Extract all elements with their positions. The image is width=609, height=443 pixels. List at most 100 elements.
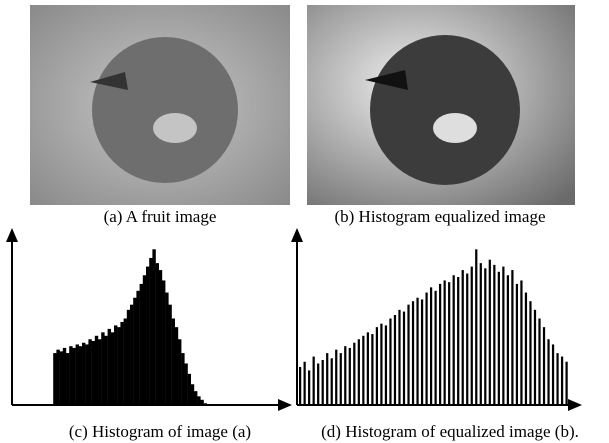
histogram-bar <box>403 312 405 405</box>
histogram-bar <box>101 332 104 405</box>
caption: (a) A fruit image <box>104 207 217 226</box>
histogram-bar <box>82 343 85 405</box>
histogram-bar <box>95 336 98 405</box>
histogram-bar <box>72 348 75 405</box>
histogram-bar <box>317 363 319 405</box>
histogram-bar <box>194 391 197 405</box>
histogram-bar <box>439 284 441 405</box>
caption: (c) Histogram of image (a) <box>69 422 251 441</box>
histogram-bar <box>457 277 459 405</box>
histogram-bar <box>146 267 149 405</box>
histogram-bar <box>484 268 486 405</box>
caption: (d) Histogram of equalized image (b). <box>321 422 579 441</box>
histogram-bar <box>184 363 187 405</box>
histogram-bar <box>520 280 522 405</box>
histogram-bar <box>412 301 414 405</box>
histogram-bar <box>156 263 159 405</box>
histogram-bar <box>398 310 400 405</box>
histogram-bar <box>152 249 155 405</box>
histogram-bar <box>63 348 66 405</box>
histogram-bar <box>425 293 427 405</box>
histogram-bar <box>168 305 171 405</box>
histogram-bar <box>565 362 567 405</box>
histogram-bar <box>322 360 324 405</box>
histogram-bar <box>507 275 509 405</box>
histogram-bar <box>111 332 114 405</box>
histogram-bar <box>489 260 491 405</box>
histogram-bar <box>130 305 133 405</box>
histogram-bar <box>60 351 63 405</box>
histogram-bar <box>448 282 450 405</box>
histogram-bar <box>159 270 162 405</box>
histogram-bar <box>430 287 432 405</box>
histogram-bar <box>335 350 337 405</box>
histogram-bar <box>444 280 446 405</box>
histogram-bar <box>344 346 346 405</box>
histogram-bar <box>197 396 200 405</box>
histogram-bar <box>108 329 111 405</box>
histogram-bar <box>462 270 464 405</box>
histogram-bar <box>69 346 72 405</box>
histogram-bar <box>191 384 194 405</box>
histogram-bar <box>120 322 123 405</box>
histogram-bar <box>407 305 409 405</box>
histogram-bar <box>172 319 175 406</box>
histogram-bar <box>165 293 168 405</box>
histogram-bar <box>98 339 101 405</box>
histogram-bar <box>552 344 554 405</box>
histogram-bar <box>385 325 387 405</box>
histogram-bar <box>358 339 360 405</box>
histogram-bar <box>480 263 482 405</box>
histogram-bar <box>511 270 513 405</box>
histogram-bar <box>516 284 518 405</box>
histogram-bar <box>525 293 527 405</box>
histogram-bar <box>331 358 333 405</box>
histogram-bar <box>380 324 382 405</box>
histogram-bar <box>313 357 315 405</box>
histogram-bar <box>453 275 455 405</box>
histogram-bar <box>181 353 184 405</box>
histogram-bar <box>299 367 301 405</box>
histogram-bar <box>56 350 59 405</box>
histogram-bar <box>371 334 373 405</box>
histogram-bar <box>547 339 549 405</box>
histogram-bar <box>127 310 130 405</box>
histogram-bar <box>304 362 306 405</box>
histogram-bar <box>140 284 143 405</box>
histogram-bar <box>143 275 146 405</box>
histogram-bar <box>136 291 139 405</box>
caption: (b) Histogram equalized image <box>334 207 545 226</box>
histogram-bar <box>502 267 504 405</box>
histogram-bar <box>188 374 191 405</box>
histogram-bar <box>308 370 310 405</box>
histogram-bar <box>66 353 69 405</box>
histogram-bar <box>471 267 473 405</box>
histogram-bar <box>340 353 342 405</box>
histogram-bar <box>389 319 391 406</box>
histogram-bar <box>416 298 418 405</box>
histogram-bar <box>394 315 396 405</box>
histogram-bar <box>104 336 107 405</box>
histogram-bar <box>76 344 79 405</box>
histogram-bar <box>124 319 127 406</box>
histogram-bar <box>529 301 531 405</box>
histogram-bar <box>498 272 500 405</box>
histogram-bar <box>79 346 82 405</box>
histogram-bar <box>493 265 495 405</box>
histogram-bar <box>133 298 136 405</box>
histogram-bar <box>117 327 120 405</box>
histogram-bar <box>162 280 165 405</box>
histogram-bar <box>92 341 95 405</box>
histogram-bar <box>53 353 56 405</box>
histogram-bar <box>178 339 181 405</box>
histogram-bar <box>88 339 91 405</box>
histogram-bar <box>376 327 378 405</box>
histogram-bar <box>556 353 558 405</box>
histogram-bar <box>114 325 117 405</box>
image-a <box>30 5 290 205</box>
histogram-bar <box>367 332 369 405</box>
histogram-bar <box>421 299 423 405</box>
histogram-bar <box>353 343 355 405</box>
histogram-bar <box>326 353 328 405</box>
histogram-bar <box>149 258 152 405</box>
